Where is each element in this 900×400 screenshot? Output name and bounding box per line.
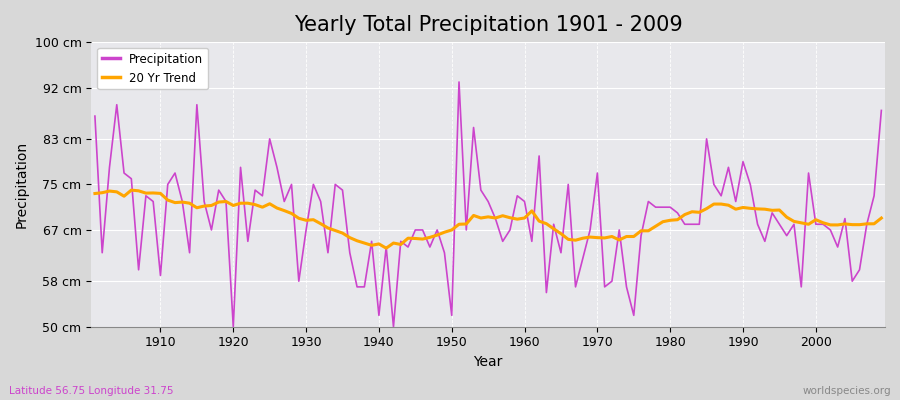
Legend: Precipitation, 20 Yr Trend: Precipitation, 20 Yr Trend bbox=[97, 48, 208, 89]
20 Yr Trend bbox=[89, 191, 100, 196]
Precipitation bbox=[148, 199, 158, 204]
Line: Precipitation: Precipitation bbox=[94, 82, 881, 327]
Precipitation bbox=[454, 80, 464, 84]
20 Yr Trend bbox=[155, 191, 166, 196]
20 Yr Trend bbox=[126, 188, 137, 192]
20 Yr Trend bbox=[315, 221, 326, 226]
20 Yr Trend bbox=[526, 208, 537, 213]
Precipitation bbox=[89, 114, 100, 118]
Precipitation bbox=[526, 239, 537, 244]
Precipitation bbox=[359, 284, 370, 289]
20 Yr Trend bbox=[381, 246, 392, 250]
Precipitation bbox=[621, 284, 632, 289]
Precipitation bbox=[534, 154, 544, 158]
20 Yr Trend bbox=[876, 216, 886, 220]
Precipitation bbox=[876, 108, 886, 113]
Precipitation bbox=[228, 324, 238, 329]
Y-axis label: Precipitation: Precipitation bbox=[15, 141, 29, 228]
Text: Latitude 56.75 Longitude 31.75: Latitude 56.75 Longitude 31.75 bbox=[9, 386, 174, 396]
Text: worldspecies.org: worldspecies.org bbox=[803, 386, 891, 396]
20 Yr Trend bbox=[534, 219, 544, 224]
Title: Yearly Total Precipitation 1901 - 2009: Yearly Total Precipitation 1901 - 2009 bbox=[293, 15, 682, 35]
X-axis label: Year: Year bbox=[473, 355, 503, 369]
Line: 20 Yr Trend: 20 Yr Trend bbox=[94, 190, 881, 248]
20 Yr Trend bbox=[621, 234, 632, 239]
20 Yr Trend bbox=[359, 241, 370, 246]
Precipitation bbox=[315, 199, 326, 204]
